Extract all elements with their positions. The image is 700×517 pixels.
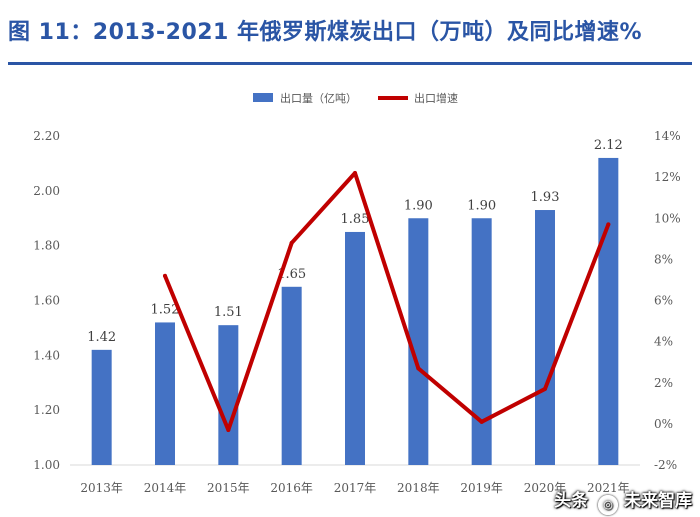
bar-data-label: 2.12 (594, 138, 623, 153)
watermark-name: 未来智库 (624, 491, 692, 511)
x-tick-label: 2018年 (397, 481, 440, 495)
growth-line-point (416, 366, 421, 371)
watermark: 头条 ◎ 未来智库 (554, 486, 692, 515)
bar (535, 210, 555, 465)
bar (218, 325, 239, 465)
y-right-tick-label: 4% (654, 335, 673, 349)
y-right-tick-label: 12% (654, 170, 681, 184)
growth-line-point (606, 222, 611, 227)
bar-data-label: 1.52 (151, 302, 180, 317)
growth-line-point (543, 386, 547, 391)
y-left-tick-label: 1.80 (33, 239, 60, 253)
y-left-tick-label: 2.20 (33, 129, 60, 143)
bar-data-label: 1.85 (341, 212, 370, 227)
bars (91, 157, 619, 465)
y-right-tick-label: 8% (654, 252, 673, 266)
bar-data-label: 1.51 (214, 305, 243, 320)
bar (408, 218, 429, 465)
legend: 出口量（亿吨） 出口增速 (253, 91, 458, 105)
watermark-logo-icon: ◎ (598, 495, 619, 515)
legend-line-label: 出口增速 (414, 91, 458, 105)
y-right-tick-label: -2% (654, 458, 677, 472)
legend-bar-label: 出口量（亿吨） (280, 91, 357, 105)
page-title: 图 11：2013-2021 年俄罗斯煤炭出口（万吨）及同比增速% (8, 20, 643, 45)
x-tick-label: 2014年 (144, 481, 187, 495)
bar (598, 157, 619, 465)
bar-data-label: 1.93 (531, 190, 560, 205)
y-left-tick-label: 1.00 (33, 458, 60, 472)
x-tick-label: 2013年 (80, 481, 123, 495)
y-right-tick-label: 10% (654, 211, 681, 225)
growth-line-point (479, 419, 484, 424)
bar (471, 218, 492, 465)
bar (345, 231, 365, 465)
y-right-tick-label: 0% (654, 417, 673, 431)
y-left-tick-label: 2.00 (33, 184, 60, 198)
growth-line-point (226, 428, 231, 433)
bar (91, 349, 112, 465)
x-tick-label: 2016年 (270, 481, 313, 495)
y-right-tick-label: 6% (654, 294, 673, 308)
bar (155, 322, 175, 465)
title-underline (8, 62, 692, 65)
growth-line-point (163, 273, 167, 278)
growth-line-point (289, 240, 294, 245)
y-left-tick-label: 1.20 (33, 403, 60, 417)
growth-line-point (353, 171, 357, 176)
y-right-tick-label: 14% (654, 129, 681, 143)
bar-labels: 1.421.52 1.511.651.851.90 1.901.932.12 (87, 138, 623, 345)
x-tick-label: 2015年 (207, 481, 250, 495)
y-left-tick-label: 1.40 (33, 348, 60, 362)
growth-line-path (163, 171, 611, 433)
bar-data-label: 1.42 (87, 330, 116, 345)
y-right-tick-label: 2% (654, 376, 673, 390)
bar (281, 286, 302, 465)
watermark-prefix: 头条 (554, 491, 589, 511)
legend-bar-swatch (253, 93, 273, 102)
growth-line (163, 171, 611, 433)
x-tick-label: 2021年 (587, 481, 630, 495)
x-tick-label: 2019年 (460, 481, 503, 495)
y-left-tick-label: 1.60 (33, 294, 60, 308)
x-tick-label: 2020年 (524, 481, 567, 495)
x-tick-label: 2017年 (334, 481, 377, 495)
bar-data-label: 1.90 (467, 198, 496, 213)
bar-data-label: 1.90 (404, 198, 433, 213)
